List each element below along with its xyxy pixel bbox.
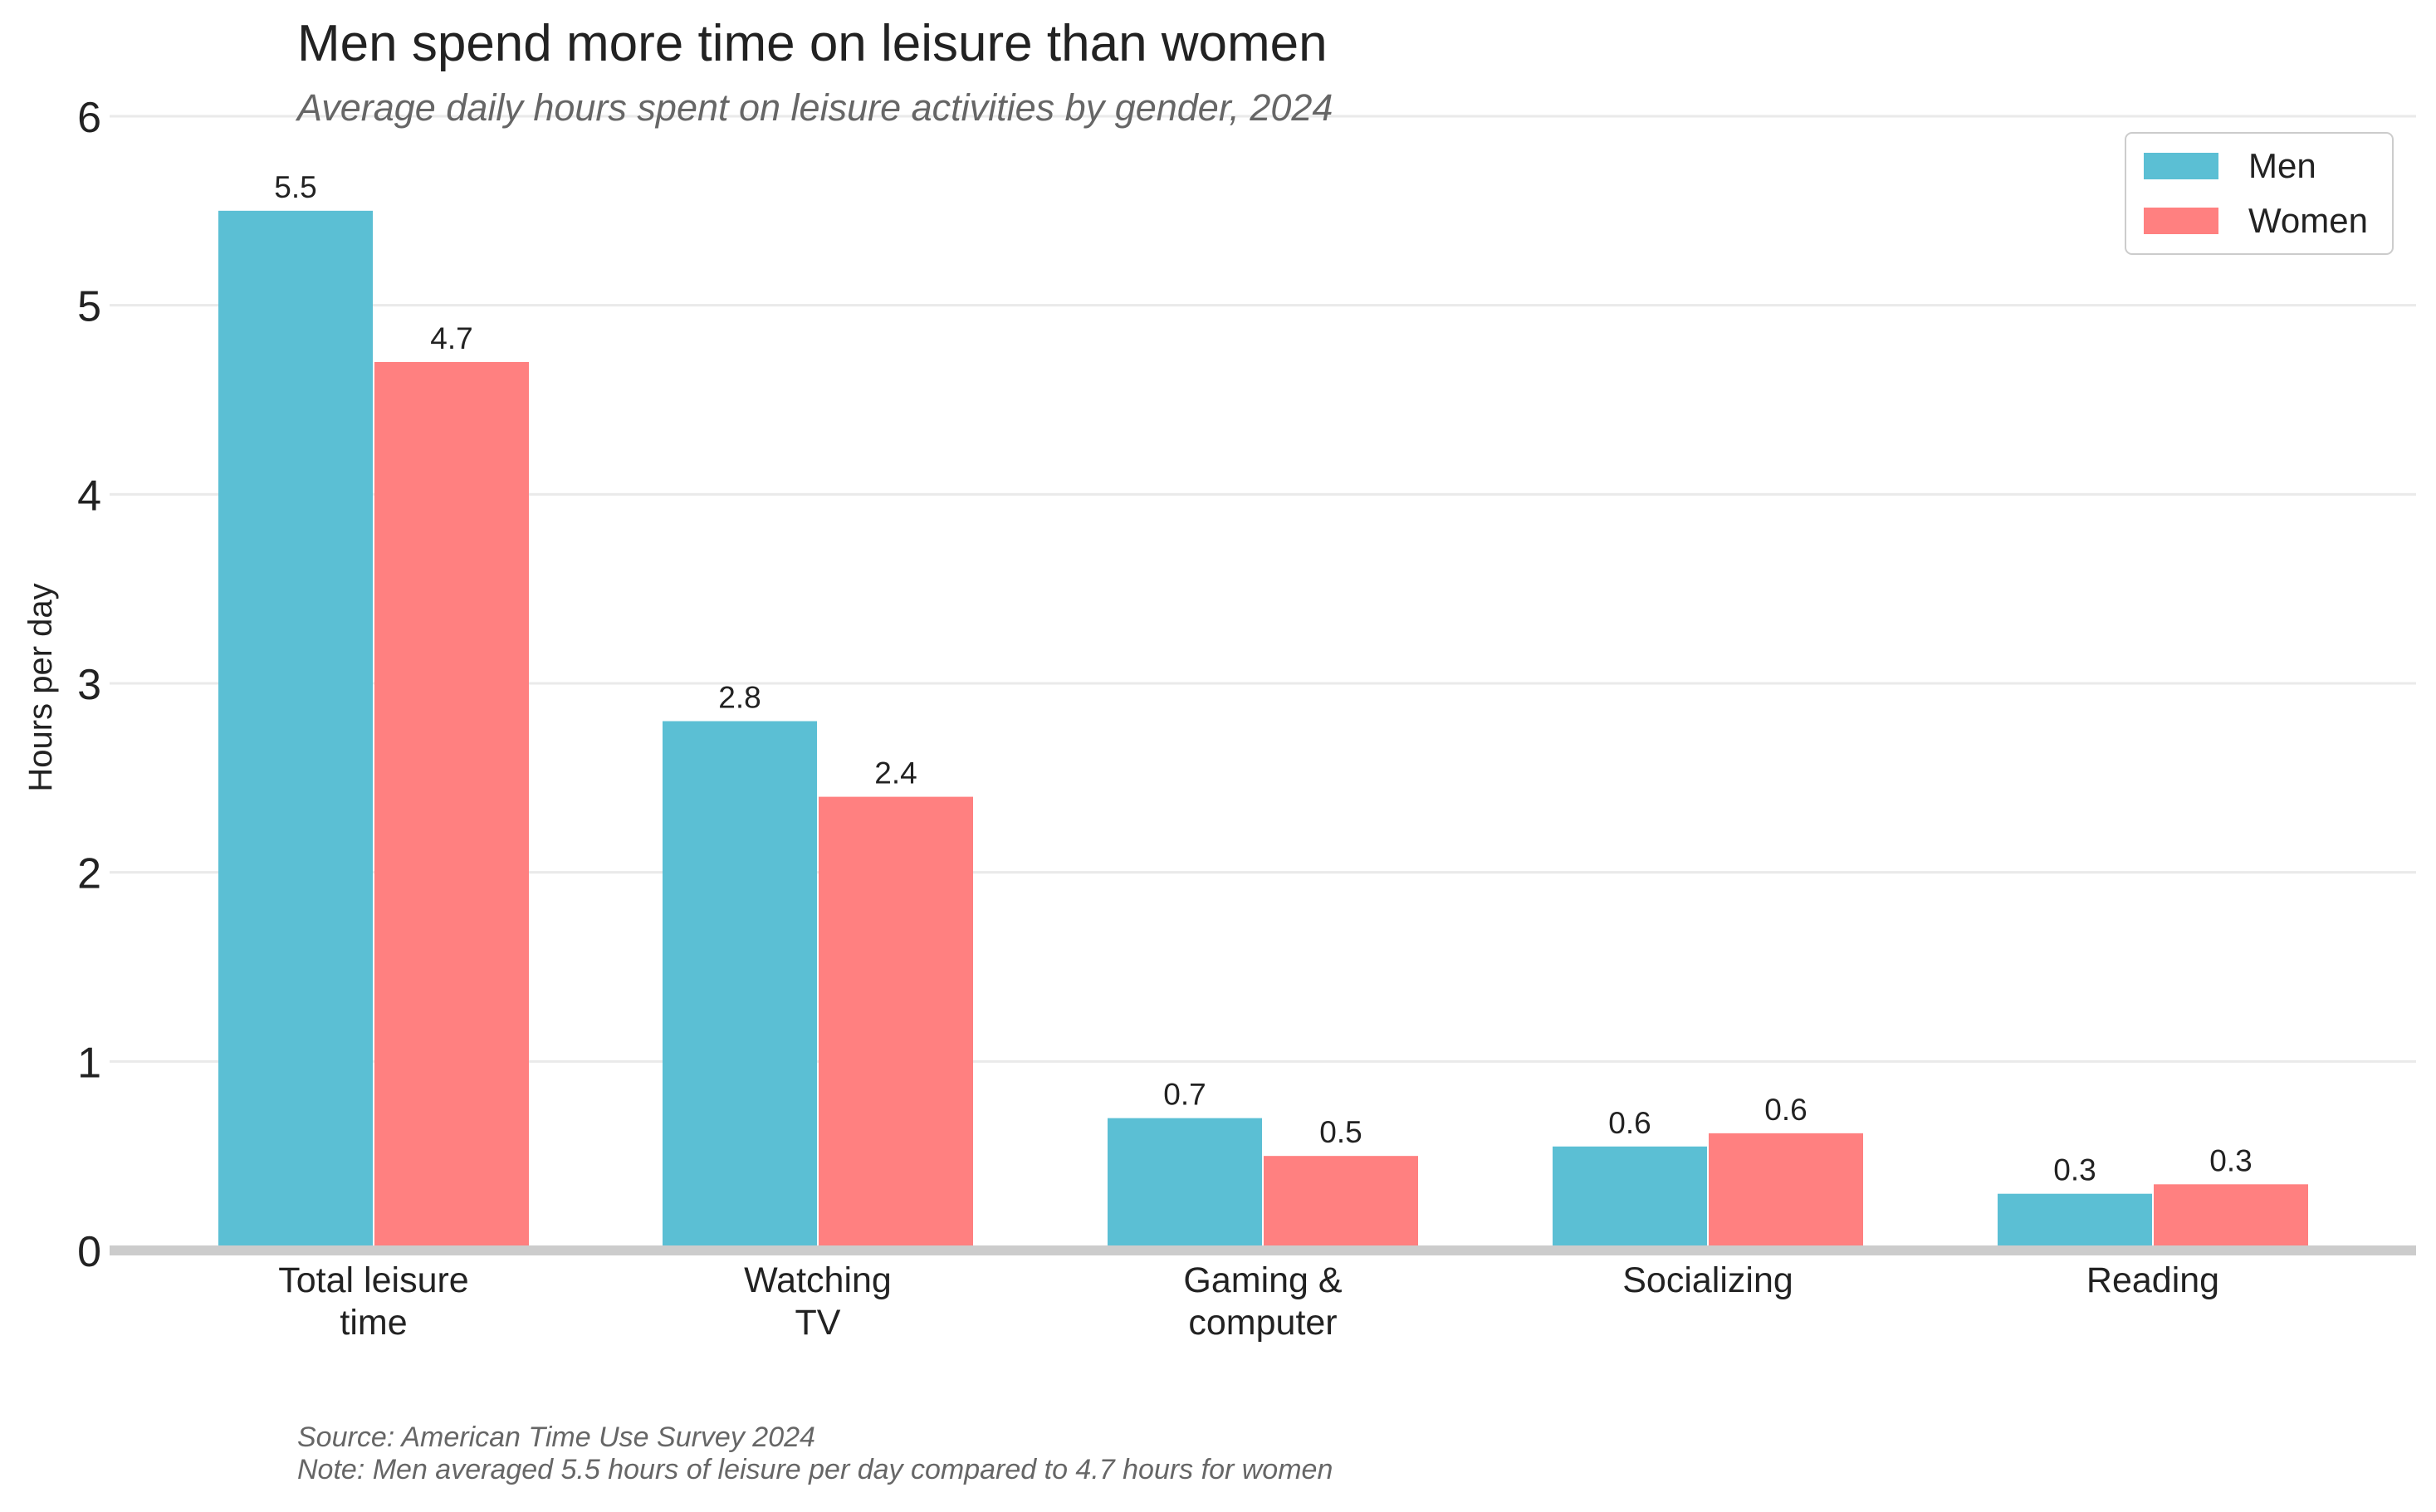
y-tick-label: 4 <box>77 472 101 520</box>
bar-value-label: 2.4 <box>874 756 917 790</box>
bar-value-label: 0.5 <box>1319 1115 1362 1149</box>
legend-label-men: Men <box>2248 146 2316 185</box>
bar-value-label: 4.7 <box>430 321 472 355</box>
bar-value-label: 2.8 <box>718 681 761 715</box>
x-tick-label: Watching TV <box>744 1260 892 1343</box>
x-tick-label: Total leisure time <box>278 1260 468 1343</box>
bar-value-label: 0.3 <box>2053 1153 2096 1187</box>
bar-value-label: 0.7 <box>1163 1078 1206 1112</box>
bars <box>218 210 2308 1245</box>
legend-label-women: Women <box>2248 201 2368 240</box>
y-tick-label: 5 <box>77 283 101 331</box>
bar-men <box>1998 1193 2152 1245</box>
bar-men <box>663 721 817 1245</box>
x-tick-label: Socializing <box>1622 1260 1793 1300</box>
y-tick-label: 3 <box>77 661 101 709</box>
footnote: Note: Men averaged 5.5 hours of leisure … <box>297 1454 1333 1485</box>
y-tick-label: 6 <box>77 94 101 142</box>
bar-women <box>1264 1156 1418 1245</box>
chart-title: Men spend more time on leisure than wome… <box>297 15 1328 72</box>
bar-value-label: 5.5 <box>274 170 316 204</box>
bar-men <box>1553 1146 1707 1245</box>
bar-value-label: 0.3 <box>2209 1143 2252 1177</box>
y-tick-label: 2 <box>77 850 101 898</box>
bar-value-label: 0.6 <box>1764 1093 1807 1127</box>
bar-women <box>819 796 973 1245</box>
chart-subtitle: Average daily hours spent on leisure act… <box>295 86 1333 129</box>
value-labels: 5.5 2.8 0.7 0.6 0.3 4.7 2.4 0.5 0.6 0.3 <box>274 170 2252 1187</box>
bar-men <box>1108 1118 1262 1245</box>
y-tick-label: 1 <box>77 1039 101 1087</box>
bar-women <box>1709 1133 1863 1245</box>
axes: 0 1 2 3 4 5 6 Total leisure time Watching TV Gaming… <box>77 94 2416 1343</box>
bar-women <box>2154 1184 2308 1245</box>
y-axis-label: Hours per day <box>22 583 59 791</box>
x-tick-label: Reading <box>2086 1260 2219 1300</box>
legend: Men Women <box>2125 132 2394 255</box>
x-tick-label: Gaming & computer <box>1183 1260 1343 1343</box>
bar-value-label: 0.6 <box>1608 1106 1651 1140</box>
legend-swatch-men <box>2144 153 2218 179</box>
legend-swatch-women <box>2144 208 2218 234</box>
bar-men <box>218 210 373 1245</box>
y-tick-label: 0 <box>77 1228 101 1276</box>
source-note: Source: American Time Use Survey 2024 <box>297 1421 815 1453</box>
bar-women <box>374 361 529 1245</box>
